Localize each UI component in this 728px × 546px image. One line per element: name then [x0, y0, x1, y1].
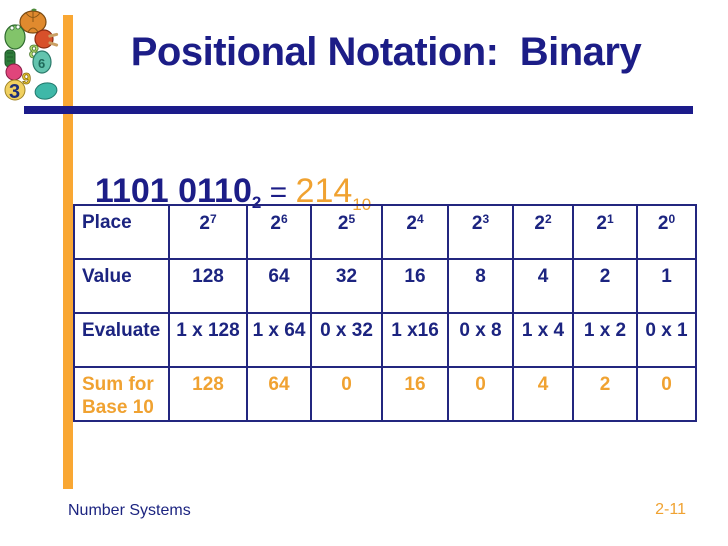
- svg-text:9: 9: [22, 71, 31, 88]
- row-label-place: Place: [73, 204, 170, 260]
- evaluate-cell: 0 x 32: [310, 312, 383, 368]
- row-label-value: Value: [73, 258, 170, 314]
- value-cell: 4: [512, 258, 574, 314]
- numbers-pile-clipart-icon: 8 6 9 3: [4, 8, 59, 102]
- binary-to-decimal-formula: 1101 01102 = 21410: [76, 133, 371, 215]
- value-cell: 8: [447, 258, 514, 314]
- row-label-sum: Sum for Base 10: [73, 366, 170, 422]
- value-cell: 1: [636, 258, 697, 314]
- place-cell: 23: [447, 204, 514, 260]
- title-divider: [24, 106, 693, 114]
- value-cell: 64: [246, 258, 312, 314]
- place-cell: 25: [310, 204, 383, 260]
- table-row-value: Value 128 64 32 16 8 4 2 1: [73, 258, 697, 314]
- sum-cell: 0: [447, 366, 514, 422]
- value-cell: 2: [572, 258, 638, 314]
- evaluate-cell: 1 x 2: [572, 312, 638, 368]
- table-row-evaluate: Evaluate 1 x 128 1 x 64 0 x 32 1 x16 0 x…: [73, 312, 697, 368]
- place-cell: 22: [512, 204, 574, 260]
- sum-cell: 16: [381, 366, 449, 422]
- place-cell: 21: [572, 204, 638, 260]
- table-row-place: Place 27 26 25 24 23 22 21 20: [73, 204, 697, 260]
- table-row-sum: Sum for Base 10 128 64 0 16 0 4 2 0: [73, 366, 697, 422]
- evaluate-cell: 1 x 64: [246, 312, 312, 368]
- footer-slide-topic: Number Systems: [68, 502, 191, 519]
- value-cell: 32: [310, 258, 383, 314]
- place-cell: 24: [381, 204, 449, 260]
- sum-cell: 4: [512, 366, 574, 422]
- row-label-evaluate: Evaluate: [73, 312, 170, 368]
- evaluate-cell: 0 x 1: [636, 312, 697, 368]
- evaluate-cell: 0 x 8: [447, 312, 514, 368]
- sum-cell: 64: [246, 366, 312, 422]
- footer-slide-number: 2-11: [655, 501, 686, 518]
- binary-base-subscript: 2: [251, 193, 262, 212]
- svg-text:6: 6: [38, 56, 45, 71]
- decimal-number: 214: [295, 172, 353, 210]
- page-title: Positional Notation: Binary: [130, 30, 642, 74]
- evaluate-cell: 1 x 128: [168, 312, 248, 368]
- place-cell: 20: [636, 204, 697, 260]
- svg-text:3: 3: [9, 81, 20, 102]
- place-cell: 26: [246, 204, 312, 260]
- sum-cell: 128: [168, 366, 248, 422]
- equals-sign: =: [261, 176, 296, 209]
- value-cell: 16: [381, 258, 449, 314]
- positional-notation-table: Place 27 26 25 24 23 22 21 20 Value 128 …: [73, 204, 697, 422]
- place-cell: 27: [168, 204, 248, 260]
- value-cell: 128: [168, 258, 248, 314]
- svg-text:8: 8: [29, 42, 39, 62]
- evaluate-cell: 1 x16: [381, 312, 449, 368]
- evaluate-cell: 1 x 4: [512, 312, 574, 368]
- sum-cell: 0: [636, 366, 697, 422]
- accent-bar: [63, 15, 73, 489]
- binary-number: 1101 0110: [94, 172, 252, 210]
- sum-cell: 2: [572, 366, 638, 422]
- sum-cell: 0: [310, 366, 383, 422]
